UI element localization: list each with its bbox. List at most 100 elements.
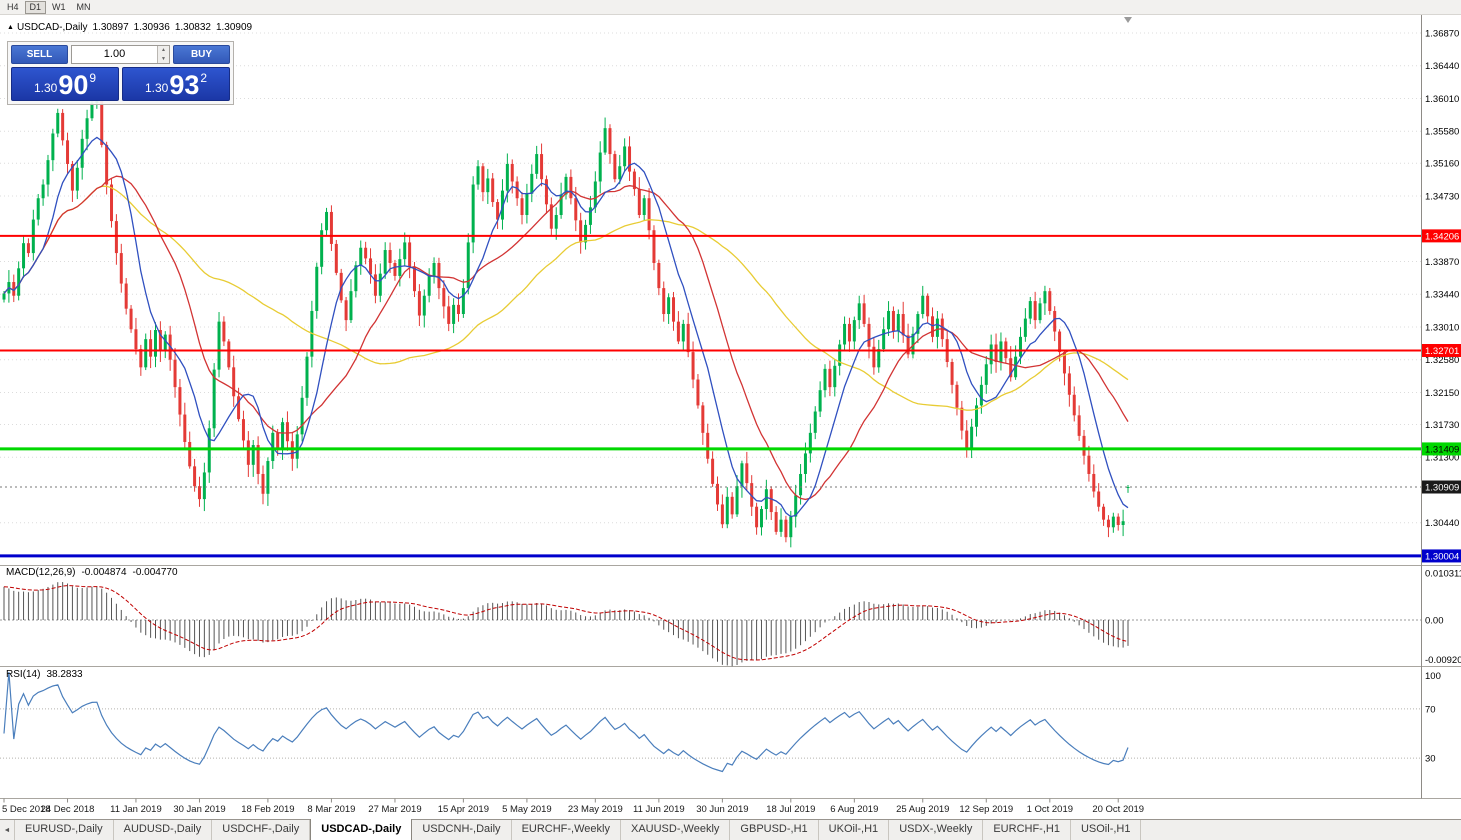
price-grid — [0, 32, 1421, 524]
svg-text:6 Aug 2019: 6 Aug 2019 — [830, 804, 878, 815]
price-axis-badges: 1.34206 1.32701 1.31409 1.30004 1.30909 — [1422, 229, 1461, 563]
timeframe-button-h4[interactable]: H4 — [2, 1, 24, 14]
svg-text:30 Jan 2019: 30 Jan 2019 — [173, 804, 225, 815]
ask-price-integer: 1.30 — [144, 81, 169, 95]
chart-tabbar: ◄ EURUSD-,Daily AUDUSD-,Daily USDCHF-,Dail… — [0, 819, 1461, 840]
timeframe-button-d1[interactable]: D1 — [24, 0, 47, 14]
svg-text:11 Jun 2019: 11 Jun 2019 — [633, 804, 685, 815]
svg-text:8 Mar 2019: 8 Mar 2019 — [307, 804, 355, 815]
chart-tab-xauusd-weekly[interactable]: XAUUSD-,Weekly — [621, 820, 731, 840]
svg-text:27 Mar 2019: 27 Mar 2019 — [368, 804, 421, 815]
svg-text:1.32580: 1.32580 — [1425, 355, 1459, 366]
svg-text:1.36010: 1.36010 — [1425, 94, 1459, 105]
svg-text:1.35160: 1.35160 — [1425, 159, 1459, 170]
svg-text:18 Feb 2019: 18 Feb 2019 — [241, 804, 294, 815]
svg-text:1.30909: 1.30909 — [1425, 482, 1459, 493]
macd-panel: 0.010311 0.00 -0.009203 — [0, 569, 1461, 667]
svg-text:1.31409: 1.31409 — [1425, 444, 1459, 455]
svg-text:1.36870: 1.36870 — [1425, 28, 1459, 39]
chart-symbol-title: ▲ USDCAD-,Daily 1.30897 1.30936 1.30832 1.309… — [7, 22, 252, 33]
rsi-indicator-header: RSI(14) 38.2833 — [6, 669, 89, 680]
volume-decrease-icon[interactable]: ▼ — [158, 54, 169, 63]
bid-price-pipette: 9 — [89, 71, 97, 85]
volume-value[interactable]: 1.00 — [103, 48, 126, 60]
svg-text:1.32701: 1.32701 — [1425, 346, 1459, 357]
svg-text:5 May 2019: 5 May 2019 — [502, 804, 552, 815]
svg-text:100: 100 — [1425, 671, 1441, 682]
svg-text:15 Apr 2019: 15 Apr 2019 — [438, 804, 489, 815]
sell-button[interactable]: SELL — [11, 45, 68, 64]
svg-text:18 Jul 2019: 18 Jul 2019 — [766, 804, 815, 815]
chart-tab-usdchf-daily[interactable]: USDCHF-,Daily — [212, 820, 311, 840]
svg-text:30: 30 — [1425, 754, 1436, 765]
chart-tab-eurchf-weekly[interactable]: EURCHF-,Weekly — [512, 820, 621, 840]
ohlc-open: 1.30897 — [92, 22, 129, 33]
buy-price-button[interactable]: 1.30 93 2 — [122, 67, 230, 101]
svg-text:0.00: 0.00 — [1425, 616, 1444, 627]
timeframe-button-w1[interactable]: W1 — [47, 1, 71, 14]
panel-separators — [0, 15, 1461, 799]
candlestick-series — [2, 92, 1130, 548]
macd-signal-value: -0.004770 — [132, 567, 178, 578]
svg-text:1.36440: 1.36440 — [1425, 61, 1459, 72]
sell-price-button[interactable]: 1.30 90 9 — [11, 67, 119, 101]
horizontal-level-lines — [0, 234, 1421, 558]
svg-text:25 Aug 2019: 25 Aug 2019 — [896, 804, 949, 815]
svg-text:1.31300: 1.31300 — [1425, 453, 1459, 464]
timeframe-button-mn[interactable]: MN — [72, 1, 96, 14]
svg-text:70: 70 — [1425, 704, 1436, 715]
volume-spinner: ▲ ▼ — [157, 46, 169, 63]
svg-text:1.33440: 1.33440 — [1425, 290, 1459, 301]
chart-tab-ukoil-h1[interactable]: UKOil-,H1 — [819, 820, 890, 840]
chart-tab-usdcad-daily[interactable]: USDCAD-,Daily — [310, 819, 413, 840]
svg-text:0.010311: 0.010311 — [1425, 569, 1461, 580]
timeframe-toolbar: H4 D1 W1 MN — [0, 0, 1461, 15]
symbol-name: USDCAD-,Daily — [16, 22, 88, 33]
chart-tab-gbpusd-h1[interactable]: GBPUSD-,H1 — [730, 820, 819, 840]
svg-text:24 Dec 2018: 24 Dec 2018 — [41, 804, 95, 815]
svg-text:1.30440: 1.30440 — [1425, 518, 1459, 529]
svg-text:1.30004: 1.30004 — [1425, 551, 1459, 562]
svg-text:1.34730: 1.34730 — [1425, 191, 1459, 202]
ohlc-close: 1.30909 — [215, 22, 253, 33]
ask-price-pips: 93 — [169, 70, 200, 100]
ohlc-high: 1.30936 — [133, 22, 170, 33]
svg-text:11 Jan 2019: 11 Jan 2019 — [110, 804, 162, 815]
ohlc-low: 1.30832 — [174, 22, 211, 33]
moving-average-lines — [3, 136, 1129, 518]
svg-text:1.31730: 1.31730 — [1425, 420, 1459, 431]
chart-tab-eurchf-h1[interactable]: EURCHF-,H1 — [983, 820, 1071, 840]
volume-field[interactable]: 1.00 ▲ ▼ — [71, 45, 170, 64]
svg-text:1.34206: 1.34206 — [1425, 231, 1459, 242]
chart-tab-usoil-h1[interactable]: USOil-,H1 — [1071, 820, 1142, 840]
macd-indicator-header: MACD(12,26,9) -0.004874 -0.004770 — [6, 567, 184, 578]
one-click-trading-panel: SELL 1.00 ▲ ▼ BUY 1.30 90 9 1.30 93 2 — [7, 41, 234, 105]
svg-text:20 Oct 2019: 20 Oct 2019 — [1092, 804, 1144, 815]
ma-line-9 — [3, 136, 1129, 518]
bid-price-pips: 90 — [58, 70, 89, 100]
chart-tab-eurusd-daily[interactable]: EURUSD-,Daily — [15, 820, 114, 840]
bid-price-integer: 1.30 — [33, 81, 58, 95]
svg-text:1 Oct 2019: 1 Oct 2019 — [1027, 804, 1073, 815]
symbol-marker-icon: ▲ — [7, 24, 14, 31]
chart-shift-marker-icon — [1124, 17, 1132, 23]
svg-text:12 Sep 2019: 12 Sep 2019 — [959, 804, 1013, 815]
ma-line-21 — [3, 175, 1129, 501]
ask-price-pipette: 2 — [200, 71, 208, 85]
chart-tab-audusd-daily[interactable]: AUDUSD-,Daily — [114, 820, 213, 840]
svg-text:5 Dec 2018: 5 Dec 2018 — [2, 804, 51, 815]
rsi-value: 38.2833 — [46, 669, 83, 680]
tab-scroll-left-button[interactable]: ◄ — [0, 820, 15, 840]
svg-text:1.32150: 1.32150 — [1425, 388, 1459, 399]
chart-tab-usdcnh-daily[interactable]: USDCNH-,Daily — [412, 820, 512, 840]
macd-label: MACD(12,26,9) — [6, 567, 76, 578]
buy-button[interactable]: BUY — [173, 45, 230, 64]
chart-tab-usdx-weekly[interactable]: USDX-,Weekly — [889, 820, 984, 840]
volume-increase-icon[interactable]: ▲ — [158, 46, 169, 55]
macd-value: -0.004874 — [81, 567, 127, 578]
svg-text:-0.009203: -0.009203 — [1425, 655, 1461, 666]
rsi-label: RSI(14) — [6, 669, 41, 680]
